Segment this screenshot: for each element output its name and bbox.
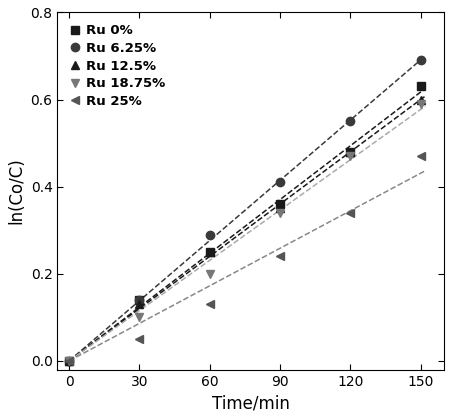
Ru 0%: [207, 249, 212, 254]
Ru 12.5%: [137, 302, 142, 307]
Ru 25%: [348, 210, 353, 215]
Ru 12.5%: [207, 249, 212, 254]
Ru 18.75%: [66, 358, 72, 363]
Legend: Ru 0%, Ru 6.25%, Ru 12.5%, Ru 18.75%, Ru 25%: Ru 0%, Ru 6.25%, Ru 12.5%, Ru 18.75%, Ru…: [64, 19, 171, 113]
Ru 0%: [66, 358, 72, 363]
Ru 12.5%: [277, 206, 283, 211]
Ru 18.75%: [418, 101, 423, 106]
Y-axis label: ln(Co/C): ln(Co/C): [7, 158, 25, 225]
Ru 18.75%: [277, 210, 283, 215]
Ru 6.25%: [418, 58, 423, 63]
Ru 0%: [137, 297, 142, 303]
Line: Ru 12.5%: Ru 12.5%: [65, 96, 425, 365]
Ru 0%: [348, 149, 353, 154]
Ru 12.5%: [66, 358, 72, 363]
Ru 0%: [418, 84, 423, 89]
Line: Ru 18.75%: Ru 18.75%: [65, 100, 425, 365]
Line: Ru 6.25%: Ru 6.25%: [65, 56, 425, 365]
Ru 6.25%: [66, 358, 72, 363]
Ru 18.75%: [207, 271, 212, 276]
Ru 6.25%: [207, 232, 212, 237]
Ru 18.75%: [137, 315, 142, 320]
Line: Ru 25%: Ru 25%: [65, 152, 425, 365]
X-axis label: Time/min: Time/min: [212, 394, 290, 412]
Ru 6.25%: [277, 180, 283, 185]
Ru 0%: [277, 202, 283, 207]
Ru 12.5%: [348, 149, 353, 154]
Ru 25%: [418, 154, 423, 159]
Ru 25%: [277, 254, 283, 259]
Ru 18.75%: [348, 154, 353, 159]
Ru 25%: [207, 302, 212, 307]
Ru 6.25%: [348, 119, 353, 124]
Ru 25%: [66, 358, 72, 363]
Ru 12.5%: [418, 97, 423, 102]
Line: Ru 0%: Ru 0%: [65, 82, 425, 365]
Ru 25%: [137, 336, 142, 341]
Ru 6.25%: [137, 297, 142, 303]
